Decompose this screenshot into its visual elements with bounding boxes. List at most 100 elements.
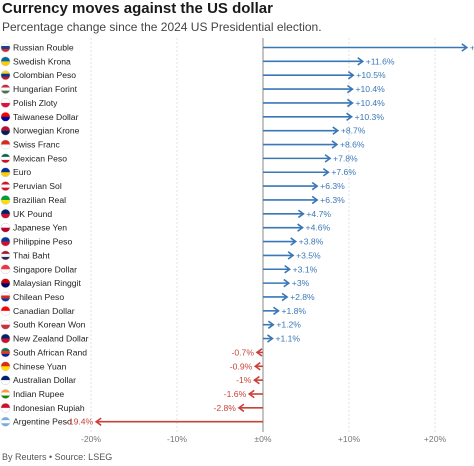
value-label: +7.6% bbox=[331, 167, 356, 177]
chile-flag-icon bbox=[0, 292, 11, 302]
currency-label: South African Rand bbox=[13, 347, 87, 357]
x-tick-label: +20% bbox=[424, 434, 447, 444]
bar bbox=[263, 278, 291, 288]
bars bbox=[94, 43, 469, 426]
value-label: -0.7% bbox=[232, 347, 255, 357]
bar bbox=[263, 181, 319, 191]
currency-label: Thai Baht bbox=[13, 250, 50, 260]
bar bbox=[253, 362, 263, 371]
value-label: +6.3% bbox=[320, 195, 345, 205]
brazil-flag-icon bbox=[0, 195, 11, 205]
uk-flag-icon bbox=[0, 208, 11, 219]
indonesia-flag-icon bbox=[0, 403, 11, 413]
bar bbox=[263, 98, 354, 108]
new-zealand-flag-icon bbox=[0, 333, 11, 344]
value-label: -19.4% bbox=[66, 417, 94, 427]
singapore-flag-icon bbox=[0, 264, 11, 275]
bar bbox=[263, 334, 274, 343]
bar bbox=[263, 126, 340, 135]
value-label: +3.8% bbox=[299, 237, 324, 247]
bar bbox=[263, 265, 292, 274]
value-label: -0.9% bbox=[230, 361, 253, 371]
philippines-flag-icon bbox=[0, 236, 11, 247]
value-label: +8.6% bbox=[340, 140, 365, 150]
value-label: +10.4% bbox=[355, 98, 385, 108]
bar bbox=[237, 403, 263, 413]
bar bbox=[263, 70, 355, 80]
poland-flag-icon bbox=[0, 98, 11, 108]
value-label: +23.7% bbox=[470, 43, 474, 53]
currency-label: Peruvian Sol bbox=[13, 181, 62, 191]
value-label: +6.3% bbox=[320, 181, 345, 191]
value-label: +4.7% bbox=[306, 209, 331, 219]
value-label: +11.6% bbox=[366, 56, 395, 66]
currency-label: Canadian Dollar bbox=[13, 306, 75, 316]
south-africa-flag-icon bbox=[0, 347, 11, 358]
currency-label: Indian Rupee bbox=[13, 389, 64, 399]
currency-label: New Zealand Dollar bbox=[13, 334, 89, 344]
malaysia-flag-icon bbox=[0, 278, 11, 288]
bar bbox=[255, 348, 263, 357]
currency-label: Hungarian Forint bbox=[13, 84, 78, 94]
currency-label: Norwegian Krone bbox=[13, 126, 80, 136]
currency-label: Mexican Peso bbox=[13, 153, 67, 163]
currency-label: Australian Dollar bbox=[13, 375, 76, 385]
currency-label: Polish Zloty bbox=[13, 98, 58, 108]
currency-label: Colombian Peso bbox=[13, 70, 76, 80]
bar bbox=[263, 237, 298, 246]
value-labels: +23.7% +11.6% +10.5% +10.4% +10.4% +10.3% +8.7… bbox=[66, 43, 474, 427]
chart-title: Currency moves against the US dollar bbox=[2, 0, 273, 17]
russia-flag-icon bbox=[0, 42, 11, 53]
argentina-flag-icon bbox=[0, 416, 11, 427]
x-tick-label: ±0% bbox=[254, 434, 271, 444]
currency-label: Chilean Peso bbox=[13, 292, 64, 302]
value-label: -1.6% bbox=[224, 389, 247, 399]
canada-flag-icon bbox=[0, 305, 11, 316]
x-tick-label: -10% bbox=[167, 434, 187, 444]
australia-flag-icon bbox=[0, 375, 11, 385]
bar bbox=[263, 223, 304, 232]
x-axis-ticks: -20% -10% ±0% +10% +20% bbox=[81, 434, 446, 444]
bar bbox=[263, 167, 330, 177]
south-korea-flag-icon bbox=[0, 319, 11, 330]
flag-icons bbox=[0, 42, 11, 427]
value-label: +1.1% bbox=[275, 334, 300, 344]
bar bbox=[263, 292, 289, 302]
peru-flag-icon bbox=[0, 181, 11, 191]
currency-label: Swiss Franc bbox=[13, 140, 60, 150]
value-label: +10.5% bbox=[356, 70, 386, 80]
value-label: +1.2% bbox=[276, 320, 301, 330]
value-label: +8.7% bbox=[341, 126, 366, 136]
currency-label: South Korean Won bbox=[13, 320, 86, 330]
thailand-flag-icon bbox=[0, 250, 11, 261]
bar bbox=[263, 209, 305, 219]
norway-flag-icon bbox=[0, 125, 11, 136]
currency-label: Indonesian Rupiah bbox=[13, 403, 85, 413]
chart-subtitle: Percentage change since the 2024 US Pres… bbox=[2, 20, 322, 34]
currency-label: Swedish Krona bbox=[13, 56, 71, 66]
bar bbox=[247, 389, 263, 399]
bar bbox=[263, 43, 469, 52]
value-label: +3.5% bbox=[296, 250, 321, 260]
value-label: +3.1% bbox=[293, 264, 318, 274]
currency-label: Euro bbox=[13, 167, 31, 177]
value-label: +10.4% bbox=[355, 84, 385, 94]
sweden-flag-icon bbox=[0, 56, 11, 67]
currency-label: Russian Rouble bbox=[13, 43, 74, 53]
value-label: +10.3% bbox=[355, 112, 385, 122]
currency-label: Philippine Peso bbox=[13, 237, 72, 247]
currency-label: Japanese Yen bbox=[13, 223, 67, 233]
value-label: -2.8% bbox=[213, 403, 236, 413]
taiwan-flag-icon bbox=[0, 111, 11, 122]
bar bbox=[94, 417, 263, 426]
value-label: +2.8% bbox=[290, 292, 315, 302]
currency-label: Argentine Peso bbox=[13, 417, 72, 427]
currency-label: Taiwanese Dollar bbox=[13, 112, 79, 122]
bar bbox=[263, 84, 354, 94]
currency-label: Brazilian Real bbox=[13, 195, 66, 205]
bar bbox=[263, 140, 339, 149]
bar bbox=[253, 375, 263, 385]
bar bbox=[263, 57, 365, 66]
bar bbox=[263, 195, 319, 205]
